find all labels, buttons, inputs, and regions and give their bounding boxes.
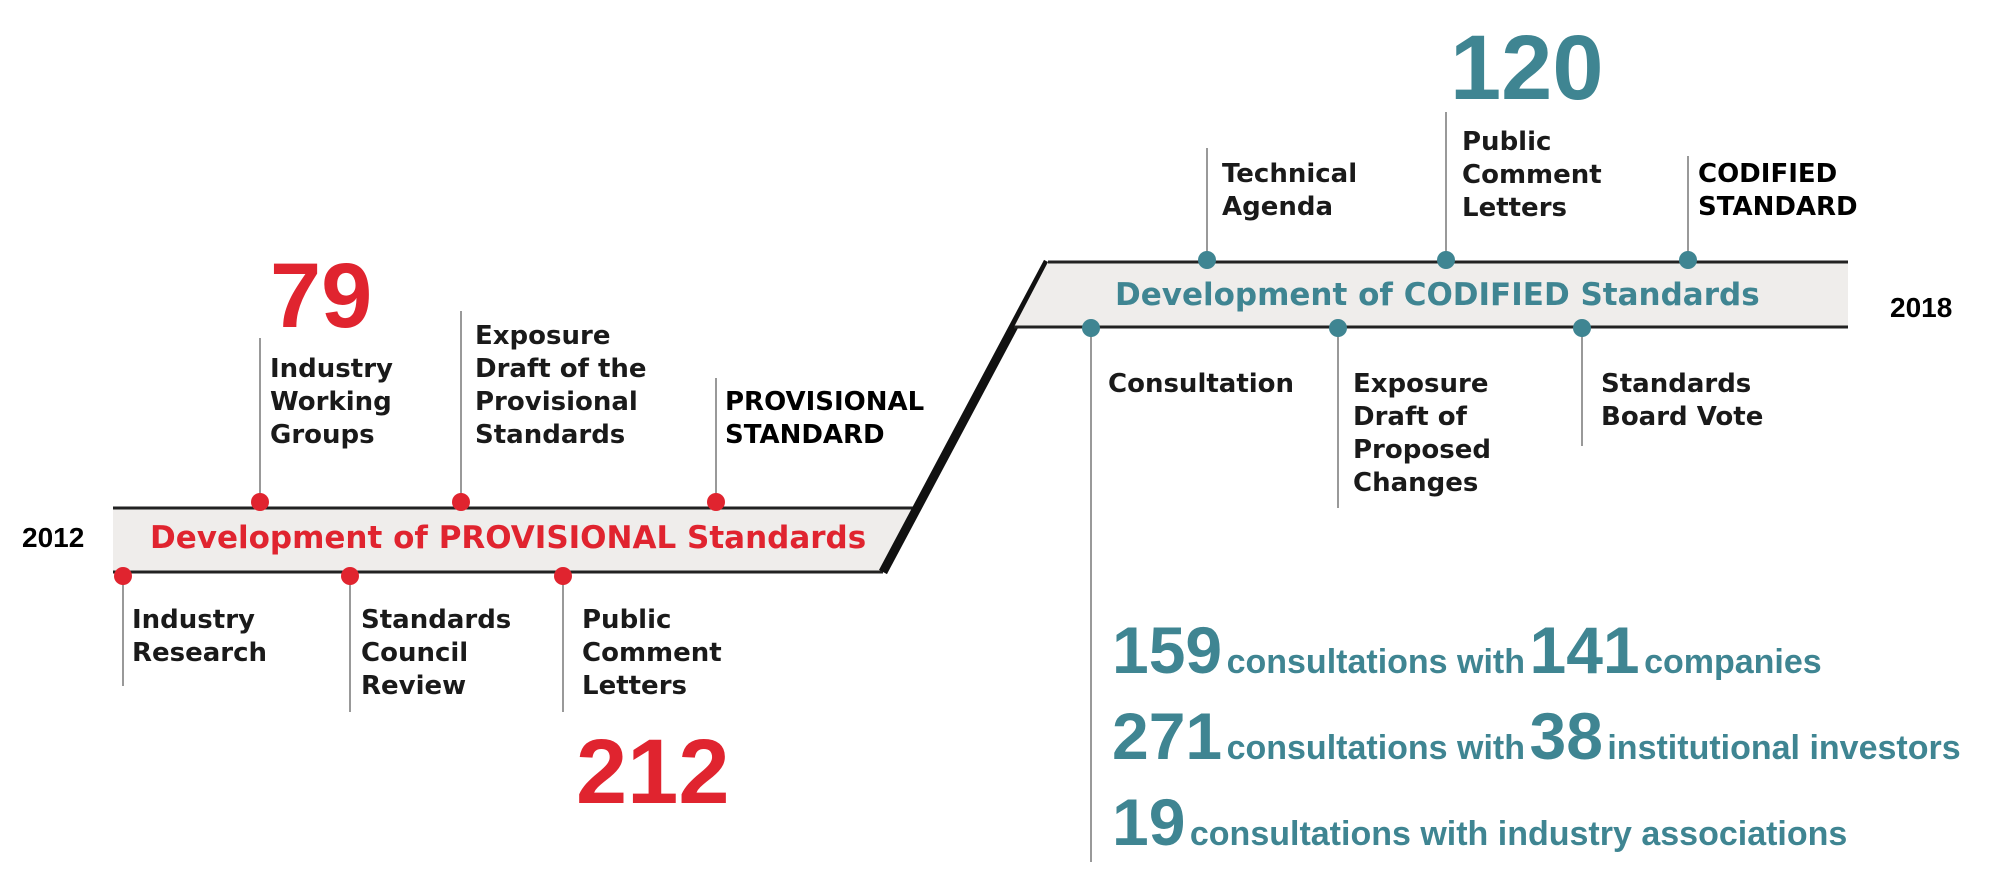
codified-band [1014,262,1848,327]
dot-standards-board-vote [1573,319,1591,337]
stat-text: consultations with [1226,729,1526,767]
stat-number: 159 [1112,613,1223,687]
dot-codified-standard [1679,251,1697,269]
year-start: 2012 [22,522,85,553]
label-technical-agenda: Technical Agenda [1222,159,1358,222]
label-public-comment-provisional: Public Comment Letters [582,605,722,701]
stat-row-companies: 159 consultations with 141 companies [1112,612,1822,688]
provisional-band [113,508,917,572]
stat-number: 19 [1112,785,1186,859]
label-codified-standard: CODIFIED STANDARD [1698,159,1858,222]
label-consultation: Consultation [1108,369,1295,399]
dot-consultation [1082,319,1100,337]
stat-number: 141 [1529,613,1640,687]
count-public-comment-provisional: 212 [576,721,730,823]
stat-row-associations: 19 consultations with industry associati… [1112,784,1847,860]
label-exposure-draft-provisional: Exposure Draft of the Provisional Standa… [475,321,647,450]
dot-public-comment-codified [1437,251,1455,269]
stat-text: companies [1644,643,1822,681]
stat-number: 271 [1112,699,1223,773]
label-industry-working-groups: Industry Working Groups [270,354,393,450]
year-end: 2018 [1890,292,1953,323]
dot-standards-council-review [341,567,359,585]
label-public-comment-codified: Public Comment Letters [1462,127,1602,223]
label-standards-council-review: Standards Council Review [361,605,512,701]
dot-exposure-draft-provisional [452,493,470,511]
codified-banner-title: Development of CODIFIED Standards [1115,277,1760,313]
dot-public-comment-provisional [554,567,572,585]
dot-industry-working-groups [251,493,269,511]
stat-row-investors: 271 consultations with 38 institutional … [1112,698,1961,774]
stat-text: consultations with [1226,643,1526,681]
stat-number: 38 [1529,699,1603,773]
count-industry-working-groups: 79 [270,245,373,347]
slope-line [879,259,1052,575]
label-industry-research: Industry Research [132,605,268,668]
stat-text: consultations with industry associations [1189,815,1848,853]
label-standards-board-vote: Standards Board Vote [1601,369,1764,432]
label-provisional-standard: PROVISIONAL STANDARD [725,387,925,450]
stat-text: institutional investors [1607,729,1961,767]
provisional-banner-title: Development of PROVISIONAL Standards [150,520,867,556]
count-public-comment-codified: 120 [1450,17,1604,119]
dot-technical-agenda [1198,251,1216,269]
dot-provisional-standard [707,493,725,511]
label-exposure-draft-codified: Exposure Draft of Proposed Changes [1353,369,1491,498]
dot-industry-research [114,567,132,585]
dot-exposure-draft-codified [1329,319,1347,337]
